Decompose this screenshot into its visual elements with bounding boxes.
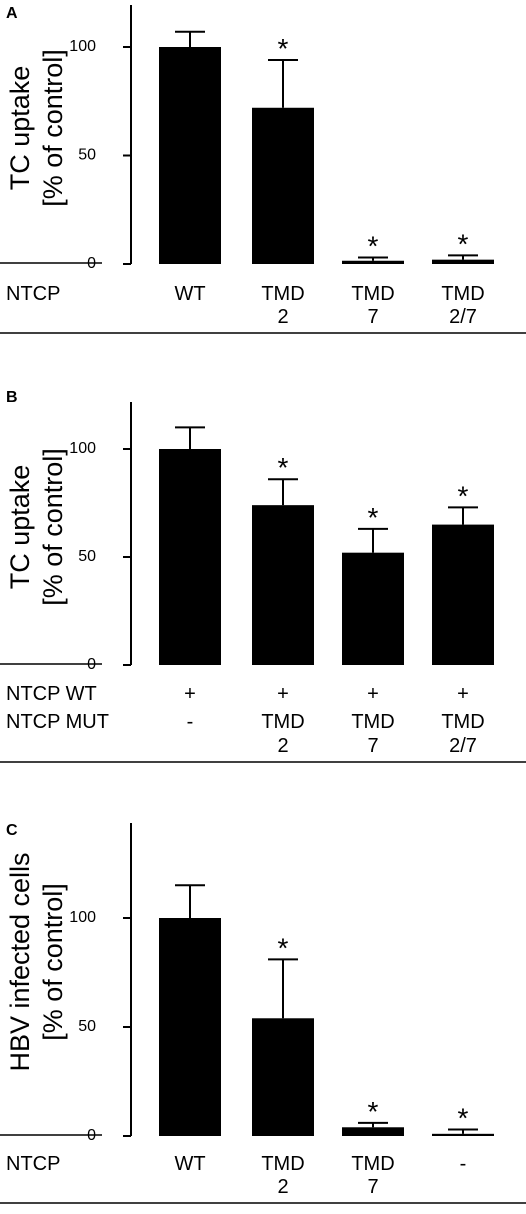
y-tick-label: 100 — [69, 440, 96, 457]
y-tick-label: 50 — [78, 1018, 96, 1035]
bar — [159, 47, 221, 264]
category-label: + — [367, 683, 379, 705]
significance-star: * — [458, 480, 469, 511]
y-axis-label: TC uptake — [5, 66, 35, 191]
panel-label: C — [6, 822, 18, 839]
category-label: TMD — [261, 283, 304, 305]
bar — [159, 918, 221, 1136]
y-tick-label: 100 — [69, 909, 96, 926]
bar — [342, 1127, 404, 1136]
significance-star: * — [458, 228, 469, 259]
row-label: NTCP MUT — [6, 711, 109, 733]
category-label-line2: 2/7 — [449, 735, 477, 757]
category-label: TMD — [261, 711, 304, 733]
category-label: TMD — [441, 711, 484, 733]
category-label: + — [184, 683, 196, 705]
chart-panel-b: BTC uptake[% of control]050100***NTCP WT… — [0, 389, 526, 763]
bar — [432, 1133, 494, 1136]
category-label: TMD — [351, 283, 394, 305]
row-label: NTCP WT — [6, 683, 97, 705]
panel-label: A — [6, 5, 18, 22]
significance-star: * — [278, 452, 289, 483]
significance-star: * — [278, 932, 289, 963]
y-tick-label: 50 — [78, 548, 96, 565]
y-tick-label: 100 — [69, 38, 96, 55]
significance-star: * — [368, 502, 379, 533]
bar — [252, 1018, 314, 1136]
bar — [432, 259, 494, 264]
bar — [252, 505, 314, 665]
bar — [159, 449, 221, 665]
category-label: - — [187, 711, 194, 733]
category-label: WT — [174, 1153, 205, 1175]
y-axis-label: [% of control] — [38, 49, 68, 207]
category-label: WT — [174, 283, 205, 305]
category-label-line2: 7 — [367, 1176, 378, 1198]
bar — [252, 107, 314, 264]
y-axis-label: HBV infected cells — [5, 852, 35, 1071]
row-label: NTCP — [6, 1153, 60, 1175]
category-label: TMD — [351, 1153, 394, 1175]
category-label: TMD — [441, 283, 484, 305]
bar — [342, 552, 404, 665]
category-label: TMD — [261, 1153, 304, 1175]
panel-label: B — [6, 389, 18, 406]
bar — [342, 260, 404, 264]
chart-panel-a: ATC uptake[% of control]050100***NTCPWTT… — [0, 5, 526, 334]
y-axis-label: [% of control] — [38, 448, 68, 606]
significance-star: * — [458, 1102, 469, 1133]
category-label-line2: 2/7 — [449, 306, 477, 328]
significance-star: * — [368, 230, 379, 261]
category-label-line2: 2 — [277, 1176, 288, 1198]
significance-star: * — [278, 33, 289, 64]
y-tick-label: 50 — [78, 147, 96, 164]
category-label-line2: 2 — [277, 735, 288, 757]
category-label: - — [460, 1153, 467, 1175]
row-label: NTCP — [6, 283, 60, 305]
category-label: + — [457, 683, 469, 705]
category-label: + — [277, 683, 289, 705]
category-label-line2: 7 — [367, 735, 378, 757]
significance-star: * — [368, 1096, 379, 1127]
y-axis-label: TC uptake — [5, 465, 35, 590]
category-label: TMD — [351, 711, 394, 733]
category-label-line2: 2 — [277, 306, 288, 328]
category-label-line2: 7 — [367, 306, 378, 328]
y-axis-label: [% of control] — [38, 883, 68, 1041]
bar — [432, 524, 494, 665]
